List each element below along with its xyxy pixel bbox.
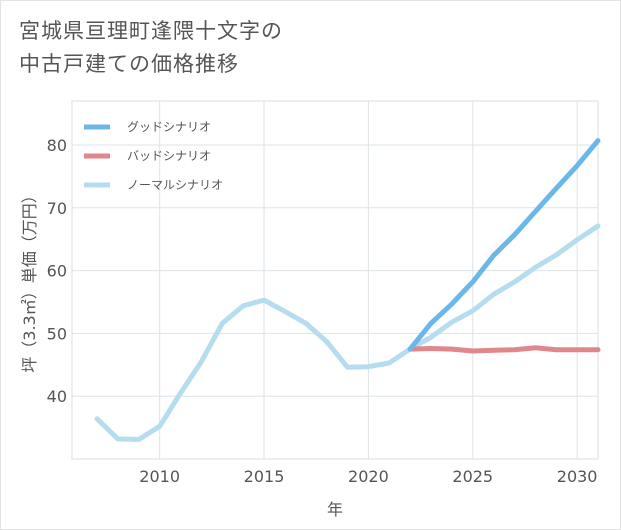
legend-label-0: グッドシナリオ	[127, 120, 211, 134]
chart-title-line1: 宮城県亘理町逢隈十文字の	[19, 19, 283, 43]
y-tick-label: 80	[47, 136, 67, 155]
chart-title: 宮城県亘理町逢隈十文字の 中古戸建ての価格推移	[19, 15, 283, 81]
x-tick-label: 2030	[557, 467, 598, 486]
x-tick-label: 2020	[348, 467, 389, 486]
legend-label-2: ノーマルシナリオ	[127, 178, 223, 192]
y-axis-label: 坪（3.3㎡）単価（万円）	[20, 187, 39, 372]
legend-label-1: バッドシナリオ	[127, 149, 211, 163]
y-tick-label: 60	[47, 262, 67, 281]
grid	[72, 101, 598, 459]
series-line-1	[407, 345, 601, 354]
x-tick-label: 2025	[452, 467, 493, 486]
series-line-0	[407, 138, 601, 352]
plot-border	[71, 100, 599, 460]
series-layer	[94, 138, 601, 442]
y-tick-label: 40	[47, 387, 67, 406]
y-tick-label: 50	[47, 324, 67, 343]
axis-ticks: 2010 2015 2020 2025 2030 40 50 60 70 80	[47, 136, 598, 486]
x-tick-label: 2010	[139, 467, 180, 486]
y-tick-label: 70	[47, 199, 67, 218]
series-line-2	[94, 223, 601, 442]
x-axis-label: 年	[327, 500, 343, 519]
chart-title-line2: 中古戸建ての価格推移	[19, 52, 239, 76]
x-tick-label: 2015	[244, 467, 285, 486]
